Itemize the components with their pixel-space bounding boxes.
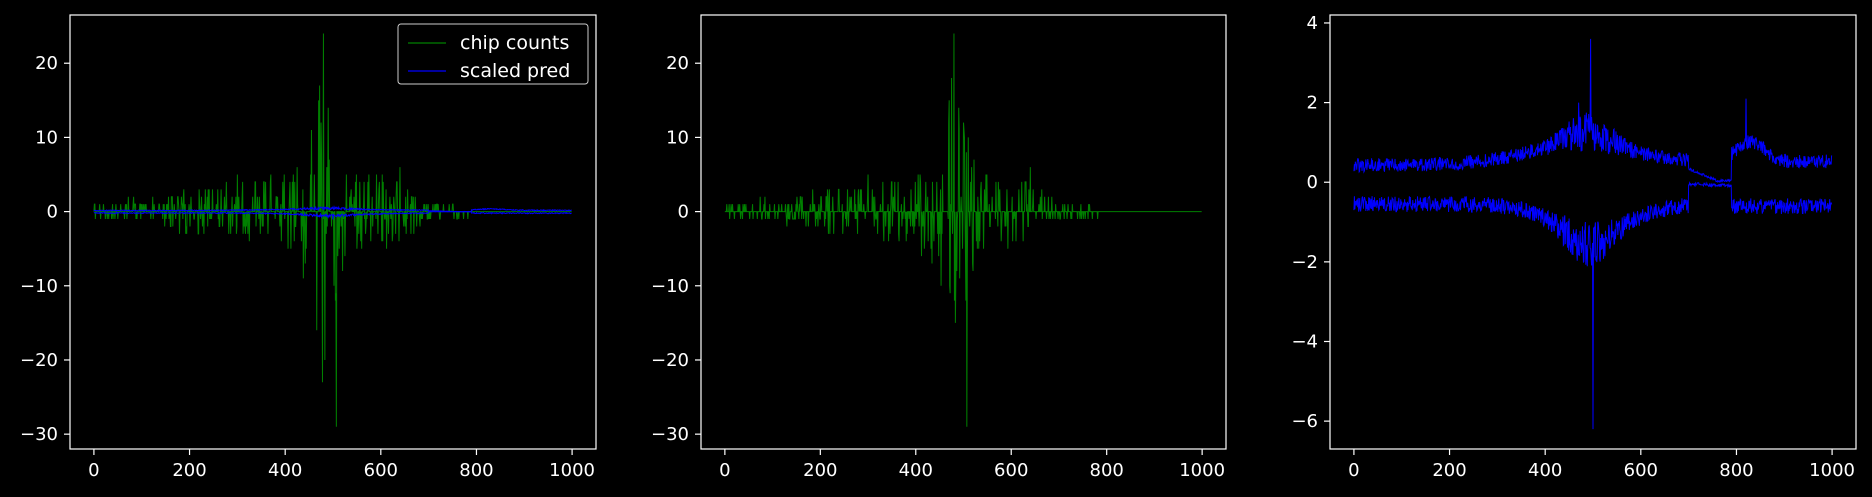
x-tick-label: 600 bbox=[364, 460, 398, 481]
y-tick-label: 0 bbox=[47, 202, 58, 223]
y-tick-label: 0 bbox=[1307, 172, 1318, 193]
series-line-scaled-pred-upper bbox=[93, 205, 572, 213]
x-tick-label: 800 bbox=[1090, 460, 1124, 481]
legend-label: chip counts bbox=[460, 32, 569, 54]
plot-area bbox=[1353, 38, 1833, 430]
series-line-chip-counts bbox=[724, 33, 1202, 427]
x-tick-label: 0 bbox=[719, 460, 730, 481]
axes-frame bbox=[69, 14, 597, 450]
series-line-scaled-pred-lower bbox=[1353, 181, 1833, 430]
plot-area bbox=[93, 33, 572, 427]
legend: chip counts scaled pred bbox=[397, 23, 589, 85]
y-tick-label: 10 bbox=[666, 127, 689, 148]
x-tick-label: 800 bbox=[1719, 460, 1753, 481]
x-tick-label: 0 bbox=[1348, 460, 1359, 481]
x-tick-label: 400 bbox=[268, 460, 302, 481]
y-tick-label: 2 bbox=[1307, 93, 1318, 114]
x-tick-label: 400 bbox=[899, 460, 933, 481]
y-tick-label: 10 bbox=[35, 127, 58, 148]
y-tick-label: 20 bbox=[666, 53, 689, 74]
y-tick-label: −4 bbox=[1291, 331, 1318, 352]
legend-label: scaled pred bbox=[460, 60, 570, 82]
chart-panel-right: 0 200 400 600 800 1000 −6 −4 −2 0 2 4 bbox=[1291, 13, 1857, 481]
x-tick-label: 600 bbox=[1624, 460, 1658, 481]
x-tick-label: 800 bbox=[459, 460, 493, 481]
x-tick-label: 600 bbox=[994, 460, 1028, 481]
series-line-scaled-pred-upper bbox=[1353, 38, 1833, 184]
series-line-scaled-pred-lower bbox=[93, 211, 572, 220]
x-tick-label: 400 bbox=[1528, 460, 1562, 481]
y-tick-label: 4 bbox=[1307, 13, 1318, 34]
x-tick-label: 1000 bbox=[1179, 460, 1225, 481]
x-tick-label: 200 bbox=[803, 460, 837, 481]
y-tick-label: −30 bbox=[20, 424, 58, 445]
y-tick-label: 0 bbox=[678, 202, 689, 223]
y-tick-label: −2 bbox=[1291, 252, 1318, 273]
y-tick-label: −10 bbox=[20, 276, 58, 297]
y-tick-label: 20 bbox=[35, 53, 58, 74]
y-tick-label: −20 bbox=[20, 350, 58, 371]
x-tick-label: 1000 bbox=[1809, 460, 1855, 481]
axes-frame bbox=[1329, 14, 1857, 450]
x-tick-label: 200 bbox=[172, 460, 206, 481]
y-tick-label: −20 bbox=[651, 350, 689, 371]
axes-frame bbox=[700, 14, 1227, 450]
chart-panel-middle: 0 200 400 600 800 1000 −30 −20 −10 0 10 20 bbox=[651, 14, 1227, 481]
y-tick-label: −10 bbox=[651, 276, 689, 297]
plot-area bbox=[724, 33, 1202, 427]
x-tick-label: 1000 bbox=[549, 460, 595, 481]
legend-box bbox=[397, 23, 589, 85]
y-tick-label: −6 bbox=[1291, 411, 1318, 432]
x-tick-label: 0 bbox=[88, 460, 99, 481]
y-tick-label: −30 bbox=[651, 424, 689, 445]
chart-panel-left: 0 200 400 600 800 1000 −30 −20 −10 0 10 20 chip coun… bbox=[20, 14, 597, 481]
x-tick-label: 200 bbox=[1432, 460, 1466, 481]
